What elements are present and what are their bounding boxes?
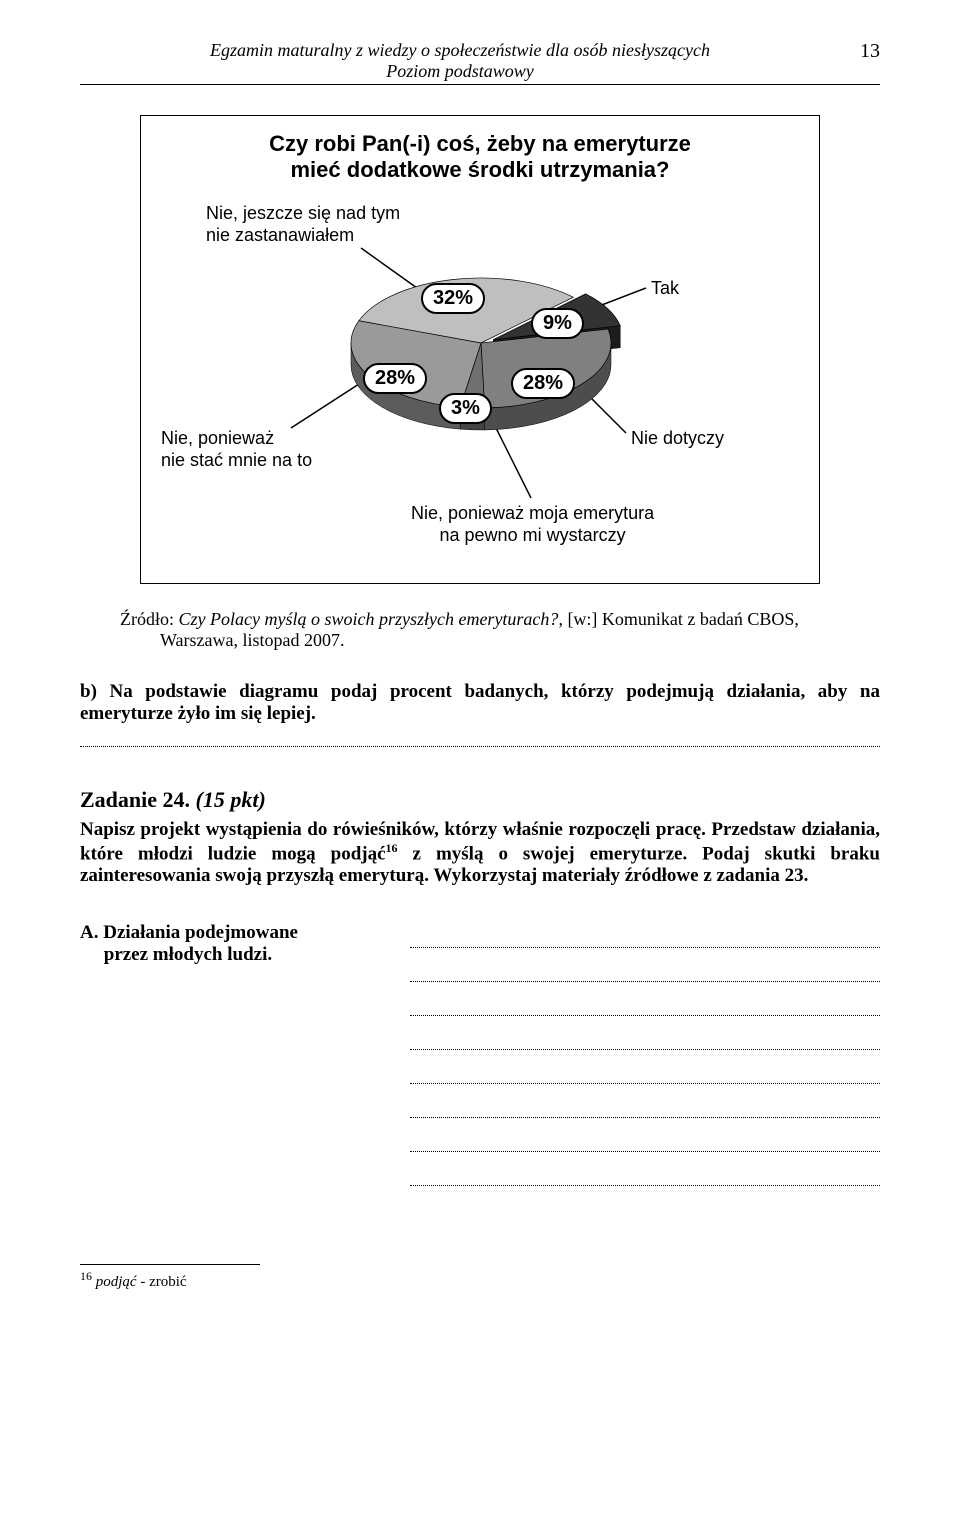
task-b-answer-line[interactable] — [80, 733, 880, 747]
answer-line[interactable] — [410, 922, 880, 948]
task-b: b) Na podstawie diagramu podaj procent b… — [80, 681, 880, 725]
answer-line[interactable] — [410, 1058, 880, 1084]
source-italic: Czy Polacy myślą o swoich przyszłych eme… — [179, 609, 559, 629]
pct-badge-3: 3% — [439, 393, 492, 424]
page-header: Egzamin maturalny z wiedzy o społeczeńst… — [80, 40, 880, 85]
answer-line[interactable] — [410, 1126, 880, 1152]
header-title-line1: Egzamin maturalny z wiedzy o społeczeńst… — [80, 40, 840, 61]
zadanie24-body: Napisz projekt wystąpienia do rówieśnikó… — [80, 819, 880, 887]
chart-title: Czy robi Pan(-i) coś, żeby na emeryturze… — [161, 131, 799, 183]
task-b-text: b) Na podstawie diagramu podaj procent b… — [80, 681, 880, 724]
zadanie24-sup: 16 — [386, 841, 398, 855]
header-title: Egzamin maturalny z wiedzy o społeczeńst… — [80, 40, 840, 82]
section-a-answer-area[interactable] — [410, 922, 880, 1194]
answer-line[interactable] — [410, 1160, 880, 1186]
header-title-line2: Poziom podstawowy — [80, 61, 840, 82]
pie-chart-box: Czy robi Pan(-i) coś, żeby na emeryturze… — [140, 115, 820, 584]
section-a-label: A. Działania podejmowane przez młodych l… — [80, 922, 380, 1194]
pie-chart: Nie, jeszcze się nad tym nie zastanawiał… — [161, 203, 801, 563]
answer-line[interactable] — [410, 1092, 880, 1118]
source-prefix: Źródło: — [120, 609, 179, 629]
pct-badge-4: 28% — [363, 363, 427, 394]
section-a: A. Działania podejmowane przez młodych l… — [80, 922, 880, 1194]
footnote: 16 podjąć - zrobić — [80, 1269, 880, 1291]
pct-badge-1: 9% — [531, 308, 584, 339]
pct-badge-2: 28% — [511, 368, 575, 399]
footnote-num: 16 — [80, 1269, 92, 1283]
source-citation: Źródło: Czy Polacy myślą o swoich przysz… — [120, 609, 880, 651]
answer-line[interactable] — [410, 956, 880, 982]
zadanie24-number: Zadanie 24. — [80, 787, 190, 812]
answer-line[interactable] — [410, 990, 880, 1016]
footnote-def: - zrobić — [137, 1274, 187, 1290]
pct-badge-0: 32% — [421, 283, 485, 314]
footnote-rule — [80, 1264, 260, 1265]
footnote-word: podjąć — [96, 1274, 137, 1290]
page-number: 13 — [840, 40, 880, 63]
zadanie24-heading: Zadanie 24. (15 pkt) — [80, 787, 880, 813]
zadanie24-points: (15 pkt) — [196, 787, 266, 812]
answer-line[interactable] — [410, 1024, 880, 1050]
